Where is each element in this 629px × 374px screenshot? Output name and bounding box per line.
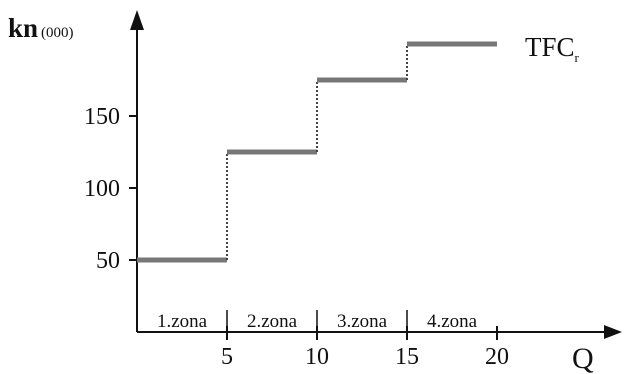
zone-label: 1.zona [157,311,208,332]
x-tick-label: 10 [305,344,329,370]
y-axis-label: kn (000) [8,13,74,43]
y-tick-label: 50 [96,248,120,274]
zone-labels: 1.zona 2.zona 3.zona 4.zona [157,310,478,332]
zone-label: 3.zona [337,311,388,332]
y-ticks: 50 100 150 [84,104,137,274]
x-tick-label: 15 [395,344,419,370]
x-axis-arrow-icon [604,325,622,339]
x-tick-label: 20 [485,344,509,370]
x-tick-label: 5 [221,344,233,370]
series-label: TFCr [525,32,580,65]
y-axis-arrow-icon [130,10,144,30]
zone-label: 2.zona [247,311,298,332]
x-axis-label: Q [572,342,594,374]
series-tfc [137,41,497,263]
zone-label: 4.zona [427,311,478,332]
y-tick-label: 150 [84,104,120,130]
y-tick-label: 100 [84,176,120,202]
